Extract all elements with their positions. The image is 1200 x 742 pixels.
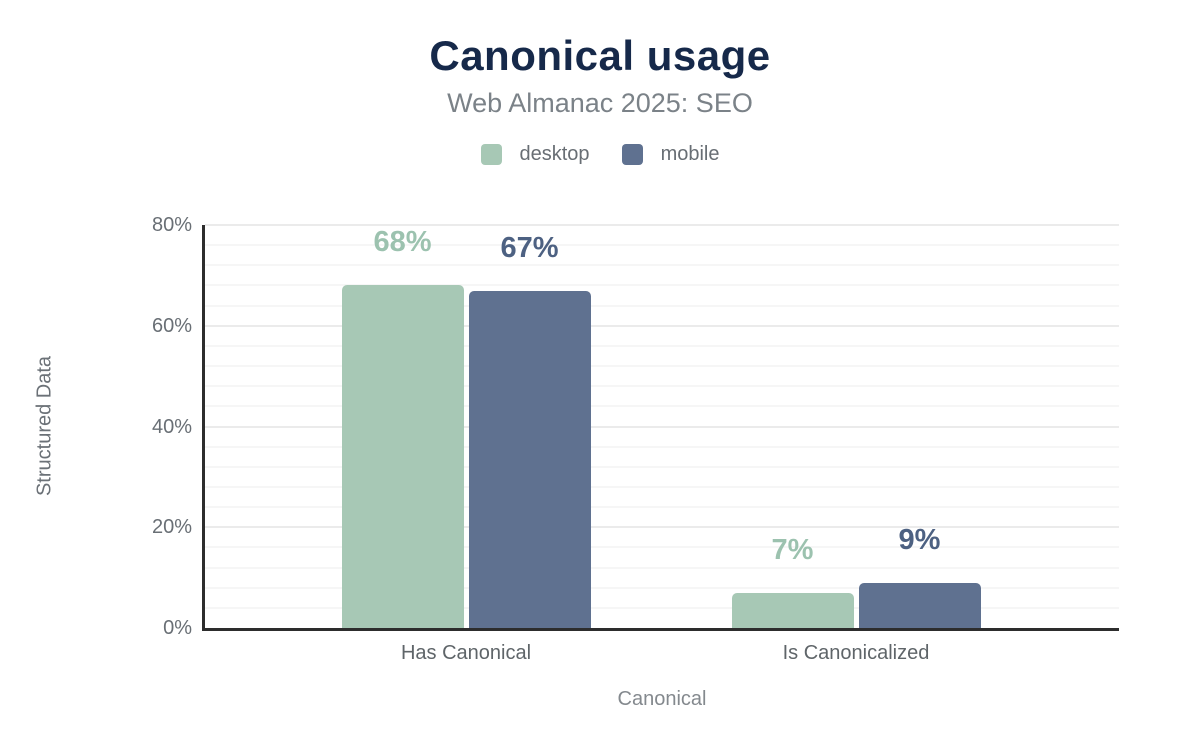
legend-swatch-desktop <box>480 144 502 165</box>
legend-item-mobile[interactable]: mobile <box>621 143 720 166</box>
chart-subtitle: Web Almanac 2025: SEO <box>447 88 753 118</box>
minor-gridline <box>205 506 1119 509</box>
data-label-desktop-has-canonical: 68% <box>373 226 432 259</box>
minor-gridline <box>205 385 1119 388</box>
minor-gridline <box>205 606 1119 609</box>
minor-gridline <box>205 344 1119 347</box>
minor-gridline <box>205 244 1119 247</box>
bar-mobile-is-canonicalized[interactable] <box>858 582 981 628</box>
major-gridline <box>205 526 1119 529</box>
y-tick-label-60: 60% <box>151 314 192 337</box>
data-label-mobile-is-canonicalized: 9% <box>898 523 941 556</box>
major-gridline <box>205 425 1119 428</box>
major-gridline <box>205 224 1119 226</box>
legend-swatch-mobile <box>621 144 643 165</box>
minor-gridline <box>205 546 1119 549</box>
bar-desktop-is-canonicalized[interactable] <box>731 592 854 628</box>
y-axis-line <box>202 225 205 631</box>
x-category-label-has-canonical: Has Canonical <box>400 642 532 664</box>
legend-label: mobile <box>660 143 720 165</box>
y-tick-label-0: 0% <box>163 617 192 639</box>
x-axis-title: Canonical <box>617 688 707 710</box>
major-gridline <box>205 324 1119 327</box>
y-tick-label-40: 40% <box>151 415 192 438</box>
minor-gridline <box>205 566 1119 569</box>
y-tick-label-20: 20% <box>151 516 192 539</box>
legend-item-desktop[interactable]: desktop <box>480 143 590 166</box>
y-tick-label-80: 80% <box>151 214 192 236</box>
minor-gridline <box>205 405 1119 408</box>
bar-mobile-has-canonical[interactable] <box>468 290 591 628</box>
minor-gridline <box>205 465 1119 468</box>
x-axis-line <box>202 628 1119 631</box>
data-label-desktop-is-canonicalized: 7% <box>771 533 814 566</box>
minor-gridline <box>205 485 1119 488</box>
minor-gridline <box>205 304 1119 307</box>
data-label-mobile-has-canonical: 67% <box>500 231 559 264</box>
y-axis-title: Structured Data <box>33 355 56 497</box>
minor-gridline <box>205 586 1119 589</box>
legend: desktop mobile <box>0 143 1200 166</box>
x-category-label-is-canonicalized: Is Canonicalized <box>782 642 930 664</box>
bar-desktop-has-canonical[interactable] <box>341 285 464 628</box>
minor-gridline <box>205 365 1119 368</box>
legend-label: desktop <box>519 143 590 165</box>
minor-gridline <box>205 284 1119 287</box>
minor-gridline <box>205 445 1119 448</box>
chart-title: Canonical usage <box>429 32 771 79</box>
minor-gridline <box>205 264 1119 267</box>
plot-area: 68% 67% 7% 9% <box>205 224 1119 628</box>
